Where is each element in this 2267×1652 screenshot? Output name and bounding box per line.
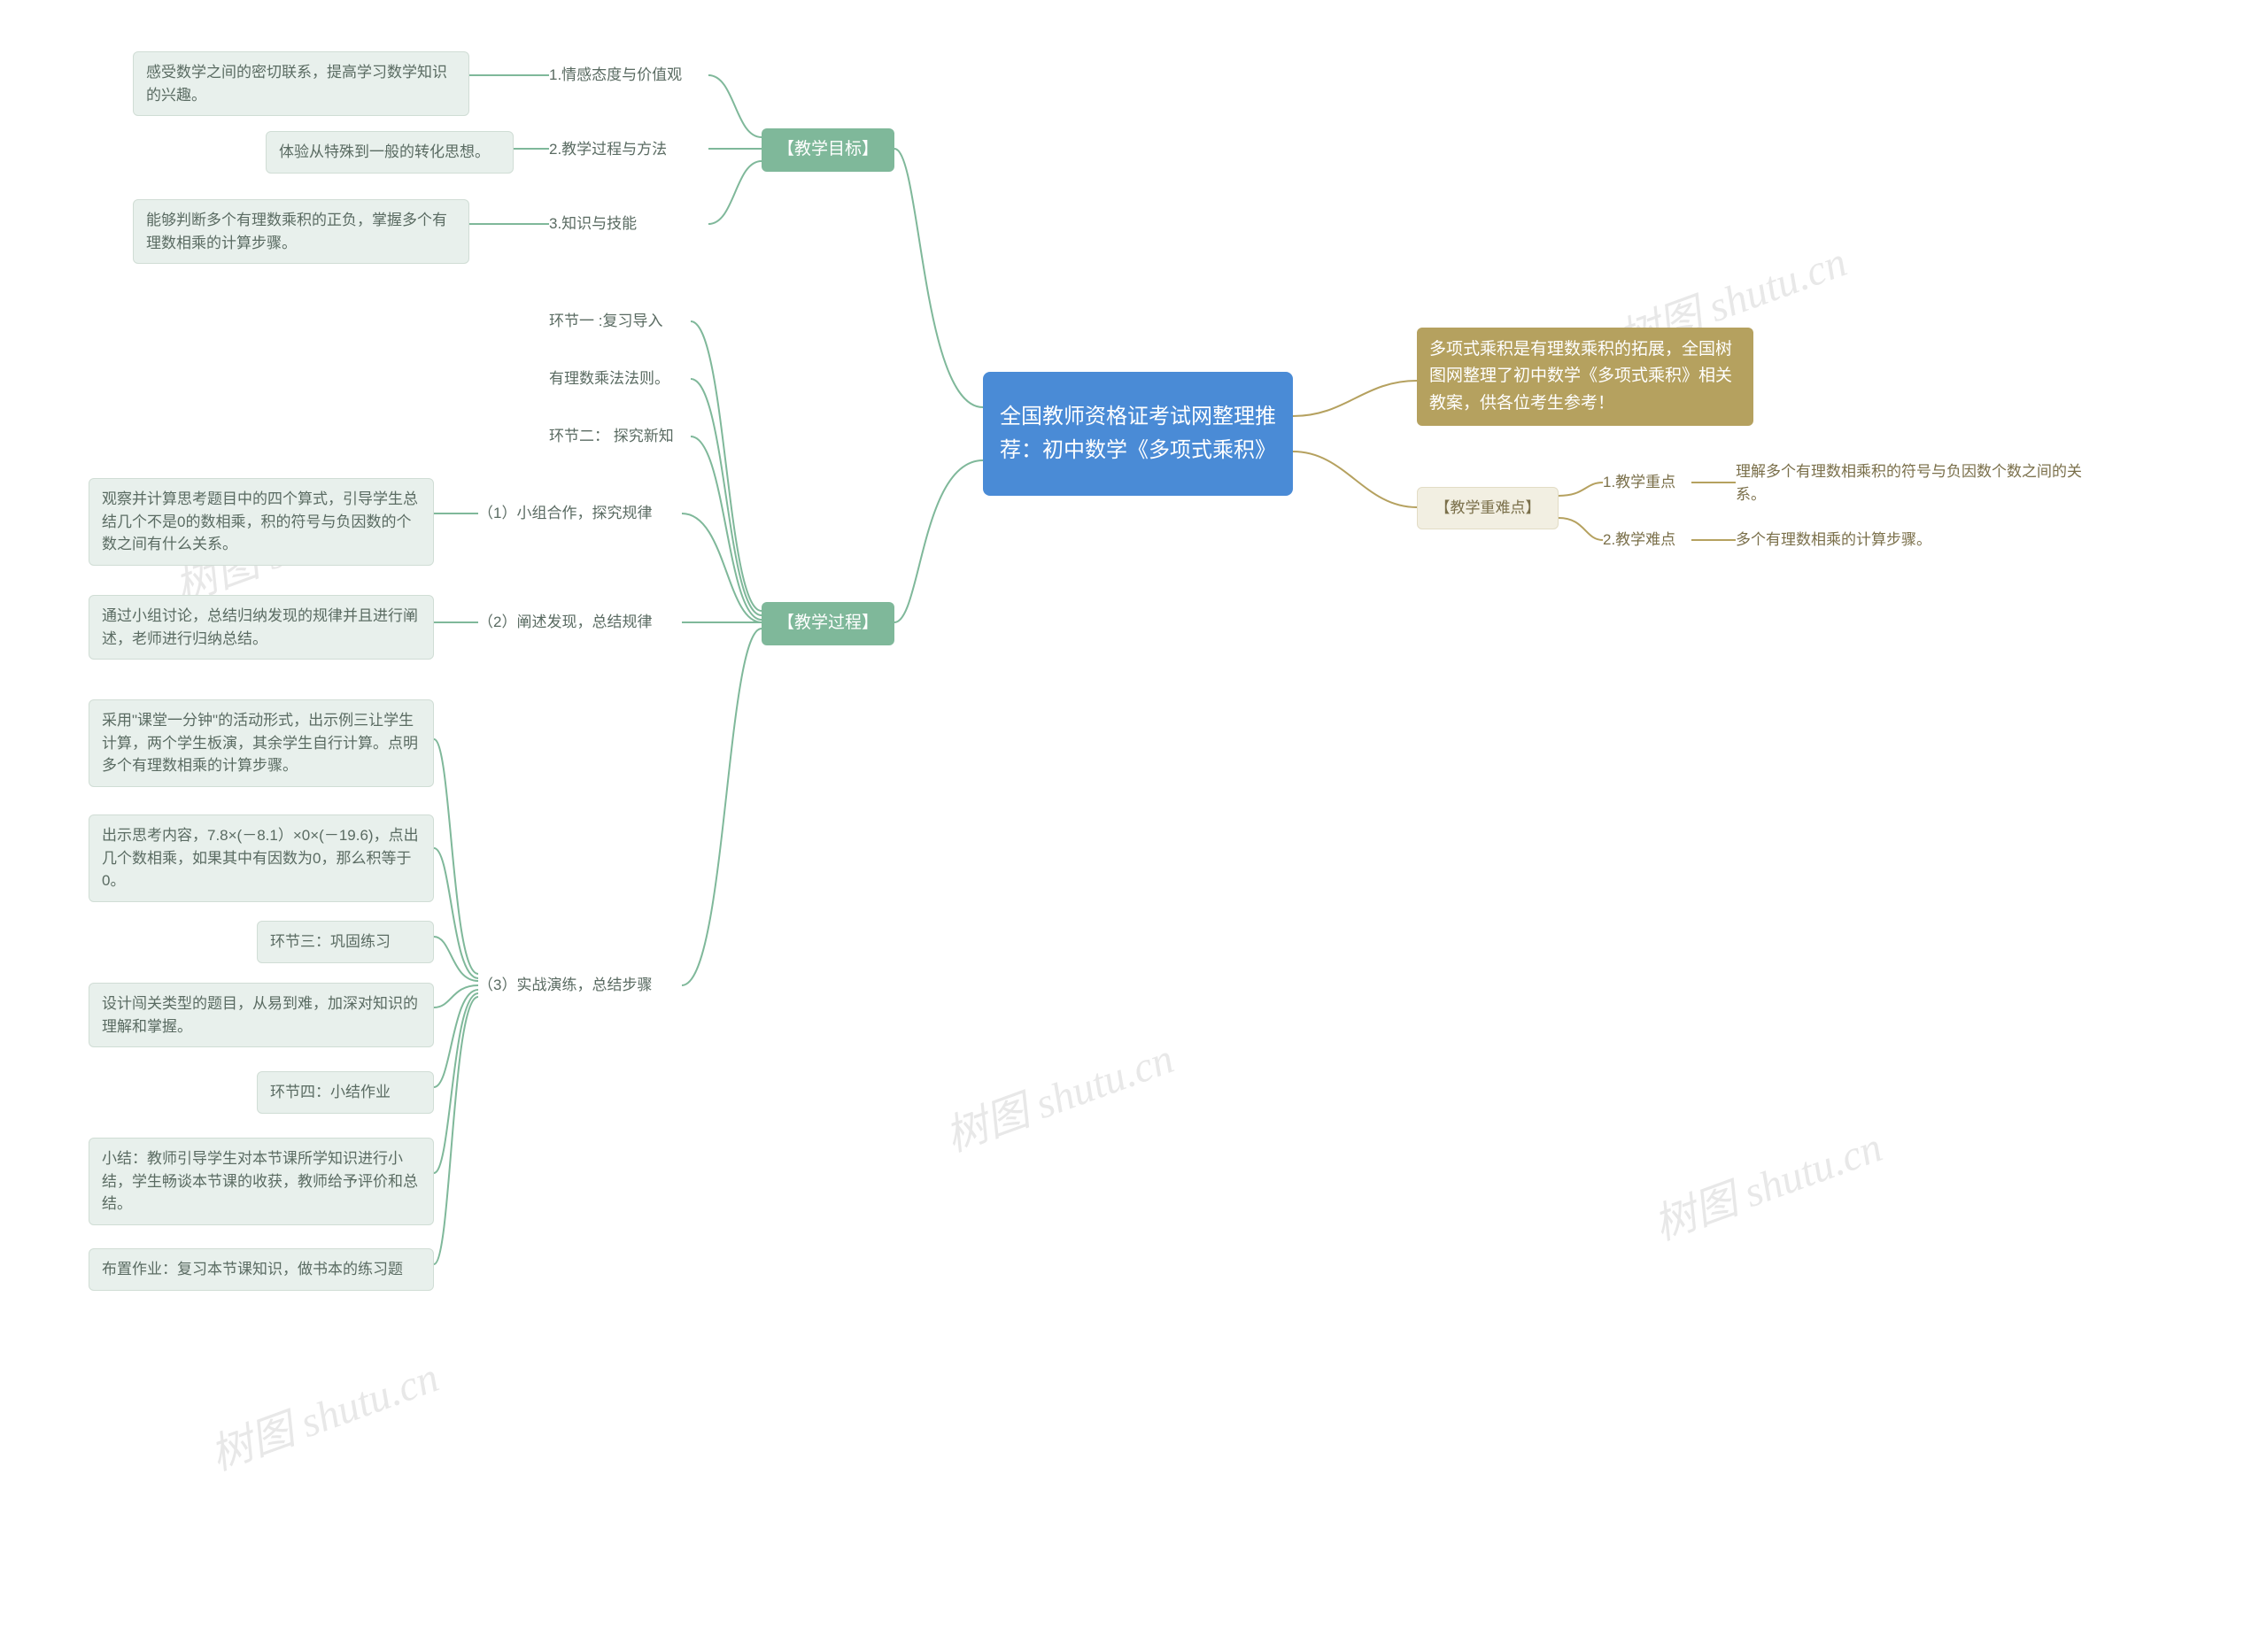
- process-sub-3-leaf-2: 出示思考内容，7.8×(－8.1）×0×(－19.6)，点出几个数相乘，如果其中…: [89, 814, 434, 902]
- goal-leaf-1: 感受数学之间的密切联系，提高学习数学知识的兴趣。: [133, 51, 469, 116]
- goal-mid-2: 2.教学过程与方法: [549, 138, 667, 161]
- key-item-2-title: 2.教学难点: [1603, 529, 1675, 552]
- intro-node: 多项式乘积是有理数乘积的拓展，全国树图网整理了初中数学《多项式乘积》相关教案，供…: [1417, 328, 1753, 426]
- process-branch: 【教学过程】: [762, 602, 894, 645]
- process-sub-3-leaf-7: 布置作业：复习本节课知识，做书本的练习题: [89, 1248, 434, 1291]
- process-step-3: 环节二： 探究新知: [549, 425, 674, 448]
- goal-mid-3: 3.知识与技能: [549, 212, 637, 235]
- process-sub-3-leaf-4: 设计闯关类型的题目，从易到难，加深对知识的理解和掌握。: [89, 983, 434, 1047]
- process-step-2: 有理数乘法法则。: [549, 367, 669, 390]
- process-sub-3-leaf-3: 环节三：巩固练习: [257, 921, 434, 963]
- key-item-2-desc: 多个有理数相乘的计算步骤。: [1736, 529, 1984, 552]
- process-sub-3-leaf-6: 小结：教师引导学生对本节课所学知识进行小结，学生畅谈本节课的收获，教师给予评价和…: [89, 1138, 434, 1225]
- process-sub-3-leaf-5: 环节四：小结作业: [257, 1071, 434, 1114]
- watermark: 树图 shutu.cn: [935, 1023, 1180, 1163]
- watermark: 树图 shutu.cn: [1644, 1112, 1889, 1252]
- process-step-1: 环节一 :复习导入: [549, 310, 662, 333]
- process-sub-3: （3）实战演练，总结步骤: [478, 974, 652, 997]
- goal-mid-1: 1.情感态度与价值观: [549, 64, 682, 87]
- goal-branch: 【教学目标】: [762, 128, 894, 172]
- goal-leaf-2: 体验从特殊到一般的转化思想。: [266, 131, 514, 174]
- process-sub-2: （2）阐述发现，总结规律: [478, 611, 652, 634]
- goal-leaf-3: 能够判断多个有理数乘积的正负，掌握多个有理数相乘的计算步骤。: [133, 199, 469, 264]
- key-branch: 【教学重难点】: [1417, 487, 1559, 529]
- root-node: 全国教师资格证考试网整理推荐：初中数学《多项式乘积》: [983, 372, 1293, 496]
- key-item-1-desc: 理解多个有理数相乘积的符号与负因数个数之间的关系。: [1736, 460, 2090, 506]
- process-sub-3-leaf-1: 采用"课堂一分钟"的活动形式，出示例三让学生计算，两个学生板演，其余学生自行计算…: [89, 699, 434, 787]
- process-sub-2-leaf: 通过小组讨论，总结归纳发现的规律并且进行阐述，老师进行归纳总结。: [89, 595, 434, 660]
- key-item-1-title: 1.教学重点: [1603, 471, 1675, 494]
- watermark: 树图 shutu.cn: [200, 1342, 445, 1482]
- process-sub-1: （1）小组合作，探究规律: [478, 502, 652, 525]
- process-sub-1-leaf: 观察并计算思考题目中的四个算式，引导学生总结几个不是0的数相乘，积的符号与负因数…: [89, 478, 434, 566]
